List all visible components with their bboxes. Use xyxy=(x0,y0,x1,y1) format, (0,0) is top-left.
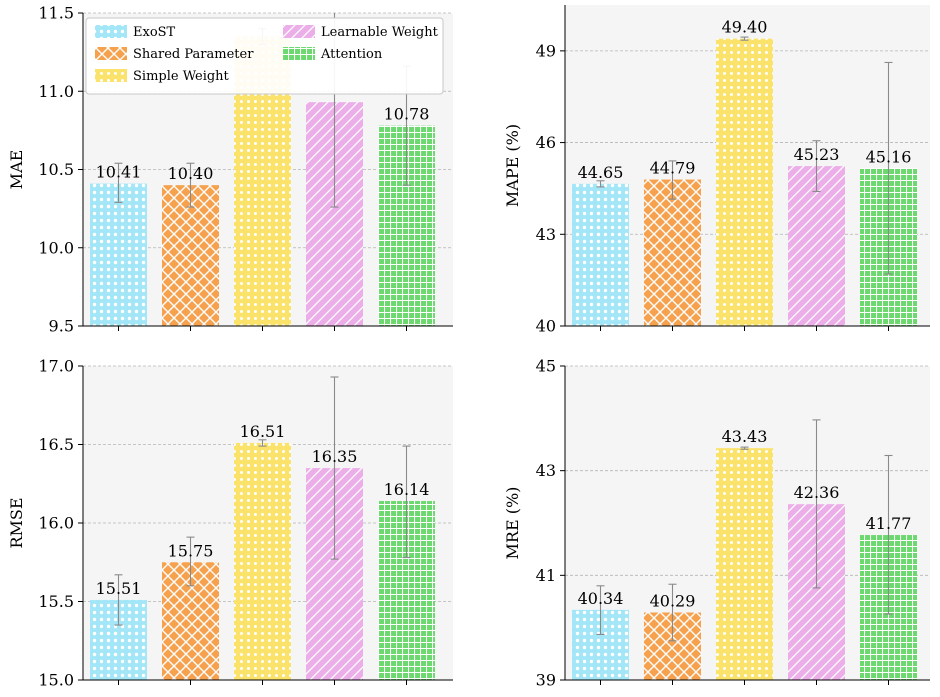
y-tick-label: 10.5 xyxy=(38,160,74,179)
y-tick-label: 49 xyxy=(536,41,556,60)
value-label: 42.36 xyxy=(794,483,840,502)
legend-swatch xyxy=(95,69,127,82)
y-tick-label: 40 xyxy=(536,317,556,336)
y-tick-label: 46 xyxy=(536,133,556,152)
value-label: 16.14 xyxy=(384,480,430,499)
y-tick-label: 16.0 xyxy=(38,514,74,533)
y-tick-label: 39 xyxy=(536,671,556,690)
y-tick-label: 11.0 xyxy=(38,82,74,101)
value-label: 15.75 xyxy=(168,541,214,560)
value-label: 45.16 xyxy=(866,147,912,166)
bar-shared-parameter xyxy=(162,185,219,326)
value-label: 40.34 xyxy=(578,589,624,608)
bar-exost xyxy=(572,183,629,326)
legend-entry: Attention xyxy=(320,47,383,62)
y-tick-label: 9.5 xyxy=(49,317,74,336)
chart-panel-2: 40 43 46 49 MAPE (%) 44.65 44.79 49.40 45.23 45.1… xyxy=(503,5,930,336)
legend: ExoST Shared Parameter Simple Weight Learna… xyxy=(85,17,444,95)
y-tick-label: 45 xyxy=(536,357,556,376)
value-label: 16.51 xyxy=(240,422,286,441)
bar-shared-parameter xyxy=(644,179,701,326)
y-tick-label: 15.0 xyxy=(38,671,74,690)
legend-entry: Shared Parameter xyxy=(133,47,254,62)
bar-learnable-weight xyxy=(788,166,845,326)
value-label: 10.41 xyxy=(96,163,142,182)
y-tick-label: 16.5 xyxy=(38,435,74,454)
y-tick-label: 17.0 xyxy=(38,357,74,376)
legend-entry: ExoST xyxy=(133,25,176,40)
legend-entry: Simple Weight xyxy=(133,69,230,84)
y-axis-label: MAE xyxy=(7,150,26,190)
legend-entry: Learnable Weight xyxy=(321,25,439,40)
y-tick-label: 11.5 xyxy=(38,4,74,23)
value-label: 10.40 xyxy=(168,164,214,183)
y-tick-label: 41 xyxy=(536,566,556,585)
legend-swatch xyxy=(95,47,127,60)
bar-exost xyxy=(90,183,147,326)
bar-simple-weight xyxy=(716,448,773,680)
value-label: 16.35 xyxy=(312,447,358,466)
legend-swatch xyxy=(283,47,315,60)
value-label: 10.78 xyxy=(384,105,430,124)
value-label: 15.51 xyxy=(96,579,142,598)
y-tick-label: 10.0 xyxy=(38,238,74,257)
value-label: 44.65 xyxy=(578,163,624,182)
bar-simple-weight xyxy=(234,442,291,680)
chart-panel-4: 39 41 43 45 MRE (%) 40.34 40.29 43.43 42.36 41.77 xyxy=(503,357,930,690)
legend-swatch xyxy=(283,25,315,38)
y-tick-label: 43 xyxy=(536,225,556,244)
y-tick-label: 15.5 xyxy=(38,592,74,611)
y-tick-label: 43 xyxy=(536,461,556,480)
value-label: 41.77 xyxy=(866,514,912,533)
value-label: 44.79 xyxy=(650,159,696,178)
legend-box xyxy=(85,17,444,95)
value-label: 49.40 xyxy=(722,18,768,37)
value-label: 40.29 xyxy=(650,591,696,610)
y-axis-label: MAPE (%) xyxy=(503,124,522,207)
y-axis-label: RMSE xyxy=(7,497,26,548)
chart-panel-3: 15.0 15.5 16.0 16.5 17.0 RMSE 15.51 15.75 16.51 1… xyxy=(7,357,453,690)
bar-simple-weight xyxy=(716,38,773,326)
y-axis-label: MRE (%) xyxy=(503,487,522,560)
value-label: 45.23 xyxy=(794,145,840,164)
value-label: 43.43 xyxy=(722,427,768,446)
legend-swatch xyxy=(95,25,127,38)
